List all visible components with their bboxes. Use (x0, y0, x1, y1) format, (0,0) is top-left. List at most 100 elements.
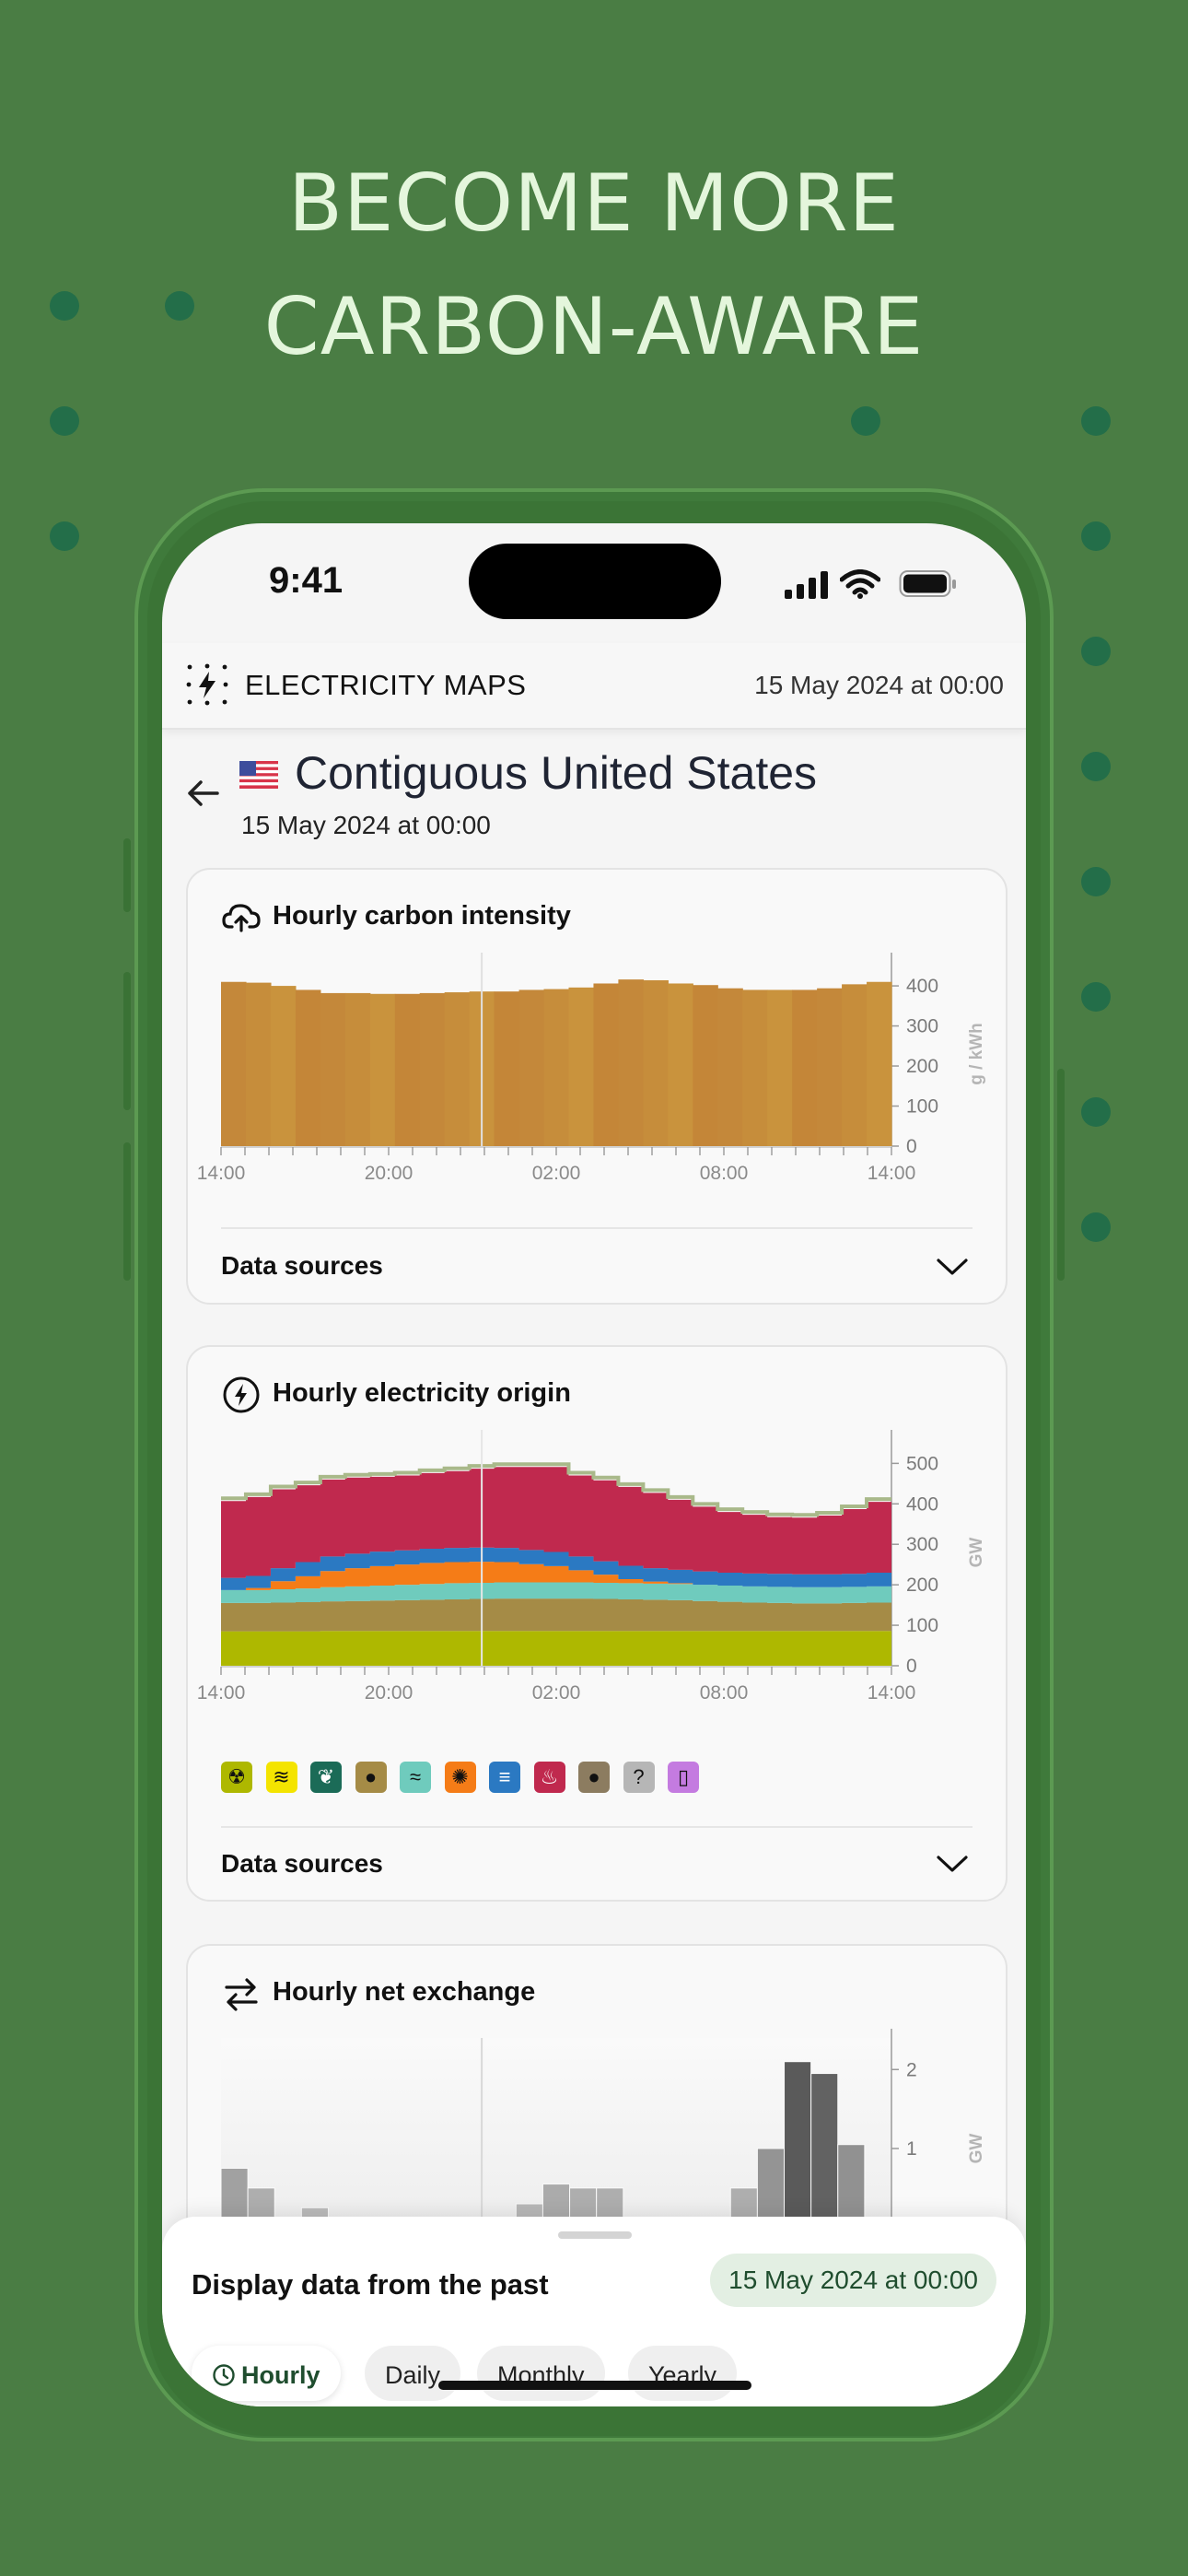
exchange-card-title: Hourly net exchange (273, 1977, 536, 2007)
chevron-down-icon[interactable] (936, 1257, 969, 1277)
exchange-arrows-icon (225, 1978, 258, 2011)
side-button-silent (123, 838, 131, 912)
home-indicator[interactable] (438, 2381, 751, 2390)
zone-title: Contiguous United States (295, 747, 818, 799)
exchange-bar (837, 2144, 866, 2229)
carbon-bar (419, 992, 446, 1146)
origin-series-nuclear (221, 1631, 891, 1666)
wind-icon[interactable]: ≈ (400, 1762, 431, 1793)
x-tick-label: 20:00 (365, 1682, 413, 1704)
y-axis-label: GW (967, 2134, 986, 2164)
carbon-data-sources-label[interactable]: Data sources (221, 1251, 383, 1280)
battery-icon (899, 570, 956, 597)
carbon-card-title: Hourly carbon intensity (273, 901, 571, 931)
electricity-origin-card: Hourly electricity origin 500 400 300 200 10… (186, 1345, 1007, 1902)
x-tick-label: 08:00 (700, 1682, 749, 1704)
coal-icon[interactable]: ● (355, 1762, 387, 1793)
y-tick-label: 400 (906, 1493, 938, 1515)
side-button-volume-up (123, 972, 131, 1110)
back-arrow-icon[interactable] (175, 770, 230, 816)
x-tick-label: 14:00 (868, 1163, 916, 1184)
decorative-dot (1081, 1212, 1111, 1242)
carbon-bar (767, 989, 793, 1146)
app-brand-name: ELECTRICITY MAPS (245, 669, 527, 701)
x-tick-label: 14:00 (868, 1682, 916, 1704)
battery-storage-icon[interactable]: ▯ (668, 1762, 699, 1793)
side-button-volume-down (123, 1142, 131, 1281)
tab-hourly[interactable]: Hourly (192, 2346, 341, 2401)
origin-data-sources-label[interactable]: Data sources (221, 1849, 383, 1878)
exchange-bar (810, 2073, 839, 2229)
biomass-icon[interactable]: ❦ (310, 1762, 342, 1793)
decorative-dot (1081, 521, 1111, 551)
carbon-bar (792, 989, 818, 1146)
hydro-icon[interactable]: ≡ (489, 1762, 520, 1793)
carbon-bar (593, 983, 620, 1146)
origin-series-hydro (221, 1547, 891, 1590)
origin-series-other-cap (221, 1462, 891, 1517)
tab-monthly[interactable]: Monthly (477, 2346, 605, 2401)
carbon-bar (643, 980, 669, 1146)
dynamic-island (469, 544, 721, 619)
selected-date-pill[interactable]: 15 May 2024 at 00:00 (710, 2254, 996, 2307)
oil-icon[interactable]: ● (578, 1762, 610, 1793)
cellular-signal-icon (785, 571, 828, 599)
origin-series-gas (221, 1467, 891, 1578)
app-bar: ELECTRICITY MAPS 15 May 2024 at 00:00 (162, 643, 1026, 730)
x-tick-label: 02:00 (532, 1682, 581, 1704)
carbon-bar (717, 988, 743, 1146)
origin-series-wind (221, 1582, 891, 1604)
geothermal-icon[interactable]: ≋ (265, 1762, 297, 1793)
y-tick-label: 100 (906, 1615, 938, 1636)
lightning-circle-icon (223, 1376, 260, 1413)
y-tick-label: 0 (906, 1656, 917, 1677)
divider (221, 1227, 973, 1229)
carbon-bar (568, 987, 595, 1146)
sheet-grabber[interactable] (558, 2231, 632, 2239)
y-tick-label: 1 (906, 2138, 917, 2160)
carbon-bar (618, 979, 644, 1146)
carbon-bar (867, 981, 892, 1146)
app-bar-date[interactable]: 15 May 2024 at 00:00 (754, 671, 1004, 699)
carbon-bar (494, 991, 520, 1146)
y-tick-label: 300 (906, 1534, 938, 1555)
decorative-dot (1081, 637, 1111, 666)
origin-legend: ☢ ≋ ❦ ● ≈ ✺ ≡ ♨ ●? ▯ (188, 1762, 1006, 1798)
y-tick-label: 200 (906, 1056, 938, 1077)
carbon-intensity-card: Hourly carbon intensity 400 300 200 100 0 g /… (186, 868, 1007, 1305)
x-tick-label: 14:00 (197, 1682, 246, 1704)
x-tick-label: 08:00 (700, 1163, 749, 1184)
x-tick-label: 14:00 (197, 1163, 246, 1184)
decorative-dot (1081, 752, 1111, 781)
carbon-intensity-chart[interactable]: 400 300 200 100 0 g / kWh 14:00 20:00 02:00 08:00… (188, 943, 1006, 1211)
decorative-dot (1081, 1097, 1111, 1127)
carbon-bar (369, 993, 396, 1146)
carbon-bar (742, 989, 768, 1146)
time-controller-sheet: Display data from the past 15 May 2024 a… (162, 2217, 1026, 2406)
tab-daily[interactable]: Daily (365, 2346, 461, 2401)
carbon-bar (444, 992, 471, 1146)
tab-hourly-label: Hourly (241, 2361, 320, 2389)
cloud-upload-icon (222, 904, 261, 932)
carbon-bar (245, 982, 272, 1146)
clock-icon (213, 2364, 235, 2386)
chevron-down-icon[interactable] (936, 1854, 969, 1874)
sheet-title: Display data from the past (192, 2268, 549, 2301)
carbon-bar (221, 981, 247, 1146)
headline-line2: CARBON-AWARE (263, 281, 925, 373)
carbon-bar (320, 992, 346, 1146)
tab-yearly[interactable]: Yearly (628, 2346, 738, 2401)
carbon-bar (693, 985, 718, 1146)
phone-screen: 9:41 ELECTRICITY (162, 523, 1026, 2406)
decorative-dot (851, 406, 880, 436)
gas-icon[interactable]: ♨ (533, 1762, 565, 1793)
unknown-icon[interactable]: ? (623, 1762, 655, 1793)
electricity-origin-chart[interactable]: 500 400 300 200 100 0 GW 14:00 20:00 02:00 08:00 14… (188, 1421, 1006, 1725)
carbon-bar (842, 984, 868, 1146)
x-tick-label: 02:00 (532, 1163, 581, 1184)
solar-icon[interactable]: ✺ (444, 1762, 476, 1793)
y-tick-label: 100 (906, 1096, 938, 1118)
wifi-icon (840, 569, 880, 599)
nuclear-icon[interactable]: ☢ (221, 1762, 252, 1793)
decorative-dot (1081, 406, 1111, 436)
